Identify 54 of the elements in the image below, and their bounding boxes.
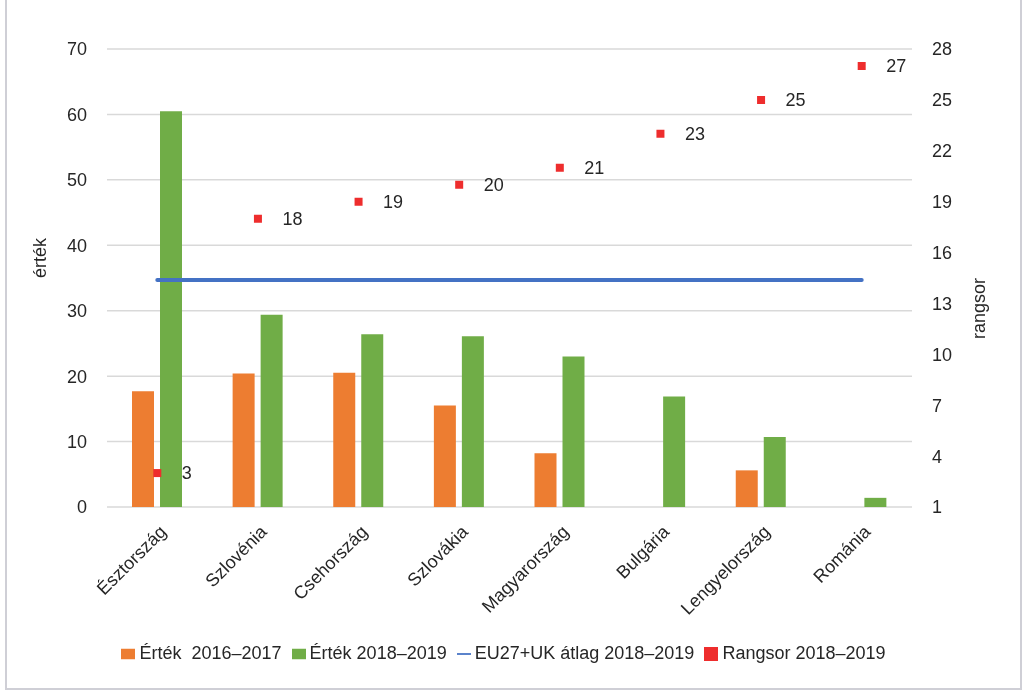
bar: [763, 436, 786, 507]
y2-axis-title: rangsor: [969, 277, 990, 340]
data-label: 19: [383, 192, 404, 213]
legend-label: Rangsor 2018–2019: [722, 643, 886, 663]
point: [253, 214, 262, 223]
bar: [735, 470, 758, 507]
point: [857, 61, 866, 70]
bar: [160, 111, 182, 507]
bar: [260, 314, 283, 507]
data-label: 18: [282, 209, 303, 230]
y2-tick-label: 10: [932, 344, 953, 365]
y-axis-title: érték: [30, 236, 51, 278]
y-tick-label: 10: [66, 431, 87, 452]
legend-label: Érték 2018–2019: [309, 643, 447, 663]
y-tick-label: 40: [66, 235, 87, 256]
bar: [562, 356, 585, 507]
bar: [864, 497, 887, 507]
y2-tick-label: 13: [932, 293, 953, 314]
bar: [361, 334, 384, 507]
bar: [132, 391, 154, 507]
y-tick-label: 70: [66, 39, 87, 60]
y2-tick-label: 22: [932, 141, 953, 162]
bar: [232, 373, 255, 507]
y-tick-label: 60: [66, 104, 87, 125]
point: [757, 95, 766, 104]
legend-label: EU27+UK átlag 2018–2019: [474, 643, 695, 663]
data-label: 20: [483, 175, 504, 196]
y-tick-label: 20: [66, 366, 87, 387]
data-label: 27: [886, 56, 907, 77]
y2-tick-label: 1: [932, 497, 943, 518]
y-tick-label: 0: [76, 497, 87, 518]
point: [354, 197, 363, 206]
y2-tick-label: 19: [932, 192, 953, 213]
y2-tick-label: 28: [932, 39, 953, 60]
point: [555, 163, 564, 172]
data-label: 23: [684, 124, 705, 145]
data-label: 21: [584, 158, 605, 179]
bar: [433, 405, 456, 507]
data-label: 3: [181, 463, 192, 484]
point: [656, 129, 665, 138]
y-tick-label: 30: [66, 301, 87, 322]
bar: [333, 372, 356, 507]
point: [455, 180, 464, 189]
y2-tick-label: 7: [932, 395, 943, 416]
bar: [534, 453, 557, 507]
bar: [461, 336, 484, 507]
y2-tick-label: 16: [932, 242, 953, 263]
legend-label: Érték 2016–2017: [139, 643, 282, 663]
y2-tick-label: 4: [932, 446, 943, 467]
y-tick-label: 50: [66, 170, 87, 191]
data-label: 25: [785, 90, 806, 111]
bar: [663, 396, 686, 507]
point: [153, 469, 162, 478]
y2-tick-label: 25: [932, 90, 953, 111]
